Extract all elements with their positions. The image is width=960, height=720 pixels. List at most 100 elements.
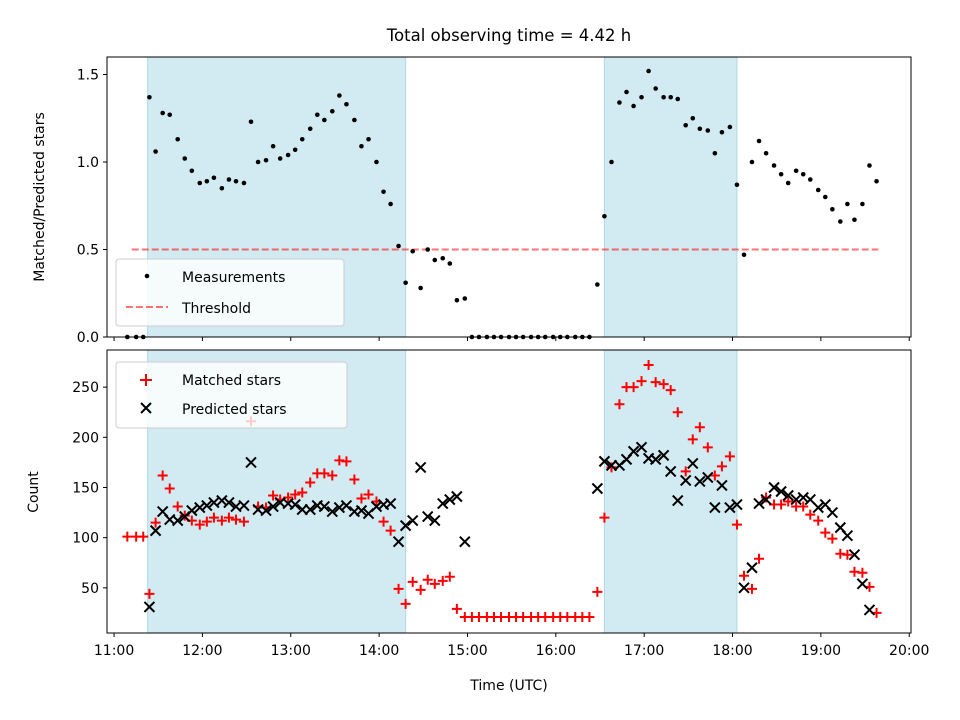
matched-star-point	[349, 474, 360, 485]
measurement-point	[675, 96, 681, 102]
measurement-point	[793, 168, 799, 174]
matched-star-point	[857, 567, 868, 578]
matched-star-point	[827, 533, 838, 544]
matched-star-point	[798, 501, 809, 512]
predicted-star-point	[304, 503, 316, 516]
measurement-point	[403, 280, 408, 286]
measurement-point	[175, 136, 180, 142]
measurement-point	[874, 178, 879, 184]
measurement-point	[322, 117, 327, 123]
measurement-point	[182, 156, 188, 161]
measurement-point	[226, 177, 232, 182]
measurement-point	[352, 117, 357, 123]
predicted-star-point	[444, 493, 456, 506]
matched-star-point	[437, 575, 448, 586]
measurement-point	[617, 100, 622, 105]
measurement-point	[852, 217, 857, 223]
measurement-point	[631, 103, 636, 109]
matched-star-point	[672, 407, 683, 418]
predicted-star-point	[392, 535, 405, 548]
predicted-star-point	[635, 441, 648, 454]
matched-star-point	[378, 516, 389, 527]
measurement-point	[727, 124, 733, 130]
measurement-point	[462, 296, 468, 301]
matched-star-point	[290, 489, 301, 500]
y-tick-label: 150	[72, 480, 99, 496]
measurement-point	[219, 185, 225, 191]
measurement-point	[815, 187, 821, 193]
matched-star-point	[451, 603, 462, 614]
measurement-point	[329, 108, 335, 114]
measurement-point	[366, 136, 371, 142]
measurement-point	[263, 157, 269, 163]
bottom-legend: Matched stars Predicted stars	[115, 361, 348, 429]
measurement-point	[624, 89, 629, 95]
matched-star-point	[724, 451, 735, 462]
predicted-star-point	[826, 506, 839, 519]
predicted-star-point	[201, 499, 213, 512]
measurement-point	[167, 112, 173, 118]
matched-star-point	[731, 519, 742, 530]
matched-star-point	[407, 576, 418, 587]
matched-star-point	[422, 574, 433, 585]
predicted-star-point	[326, 505, 339, 518]
matched-star-point	[650, 377, 661, 388]
matched-star-point	[164, 483, 175, 494]
predicted-star-point	[649, 453, 662, 466]
measurement-point	[359, 143, 364, 149]
x-tick-label: 15:00	[447, 643, 487, 659]
matched-star-point	[216, 515, 227, 526]
predicted-star-point	[760, 493, 772, 506]
legend-matched-marker	[140, 374, 152, 386]
measurement-point	[285, 152, 291, 158]
measurement-point	[410, 248, 415, 254]
matched-star-point	[122, 531, 133, 542]
predicted-star-point	[422, 510, 434, 523]
matched-star-point	[334, 455, 345, 466]
x-tick-label: 13:00	[271, 643, 311, 659]
matched-star-point	[194, 519, 205, 530]
matched-star-point	[628, 382, 639, 393]
matched-star-point	[444, 571, 455, 582]
measurement-point	[447, 261, 453, 266]
measurement-point	[778, 171, 784, 177]
matched-star-point	[849, 566, 860, 577]
predicted-star-point	[370, 500, 383, 513]
legend-threshold-label: Threshold	[181, 301, 251, 317]
matched-star-point	[172, 501, 183, 512]
matched-star-point	[643, 360, 654, 371]
predicted-star-point	[355, 504, 368, 517]
matched-star-point	[754, 553, 765, 564]
measurement-point	[440, 255, 446, 261]
matched-star-point	[363, 489, 374, 500]
y-tick-label: 0.0	[77, 330, 99, 346]
measurement-point	[860, 201, 865, 207]
predicted-star-point	[664, 465, 677, 478]
top-y-axis-label: Matched/Predicted stars	[32, 112, 48, 282]
matched-star-point	[739, 570, 750, 581]
measurement-point	[454, 297, 460, 303]
matched-star-point	[805, 509, 816, 520]
matched-star-point	[238, 516, 249, 527]
predicted-star-point	[694, 475, 706, 488]
predicted-star-point	[598, 455, 611, 468]
x-tick-label: 11:00	[94, 643, 134, 659]
x-tick-label: 12:00	[182, 643, 222, 659]
matched-star-point	[429, 578, 440, 589]
measurement-point	[418, 285, 423, 291]
y-tick-label: 200	[72, 430, 99, 446]
measurement-point	[189, 168, 195, 174]
measurement-point	[800, 171, 806, 177]
measurement-point	[771, 163, 777, 168]
measurement-point	[653, 86, 658, 91]
predicted-star-point	[194, 501, 206, 514]
measurement-point	[602, 213, 607, 219]
predicted-star-point	[437, 497, 449, 510]
matched-star-point	[157, 470, 168, 481]
predicted-star-point	[724, 501, 736, 514]
measurement-point	[241, 180, 247, 186]
measurement-point	[270, 143, 276, 149]
matched-star-point	[694, 422, 705, 433]
measurement-point	[277, 156, 283, 161]
matched-star-point	[599, 512, 610, 523]
